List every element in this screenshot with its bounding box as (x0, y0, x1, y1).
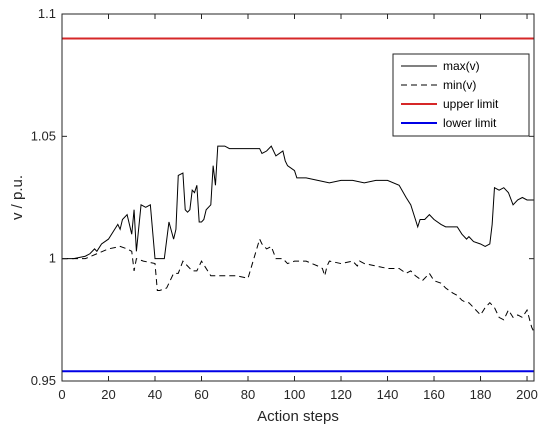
plot-frame (61, 13, 535, 382)
y-tick-label: 1.1 (38, 6, 56, 21)
y-axis-label: v / p.u. (9, 175, 26, 220)
y-tick-label: 1.05 (31, 128, 56, 143)
x-tick-label: 180 (470, 387, 492, 402)
series-line-max-v (62, 145, 534, 260)
x-tick-label: 200 (516, 387, 538, 402)
x-tick-label: 160 (423, 387, 445, 402)
x-tick-label: 0 (58, 387, 65, 402)
x-tick-label: 20 (101, 387, 115, 402)
x-axis-label: Action steps (257, 408, 339, 425)
x-tick-label: 100 (284, 387, 306, 402)
plot-lines (62, 37, 535, 373)
legend: max(v) min(v) upper limit lower limit (392, 53, 530, 137)
legend-label: min(v) (443, 78, 476, 92)
legend-label: upper limit (443, 97, 499, 111)
y-axis-ticks: 0.95 1 1.05 1.1 (31, 6, 534, 388)
x-tick-label: 140 (377, 387, 399, 402)
legend-label: lower limit (443, 116, 497, 130)
y-tick-label: 0.95 (31, 373, 56, 388)
x-tick-label: 40 (148, 387, 162, 402)
x-tick-label: 60 (194, 387, 208, 402)
x-tick-label: 120 (330, 387, 352, 402)
legend-label: max(v) (443, 59, 480, 73)
y-tick-label: 1 (49, 251, 56, 266)
series-line-min-v (62, 237, 535, 333)
x-axis-ticks: 0 20 40 60 80 100 120 140 160 180 200 (58, 14, 538, 402)
x-tick-label: 80 (241, 387, 255, 402)
